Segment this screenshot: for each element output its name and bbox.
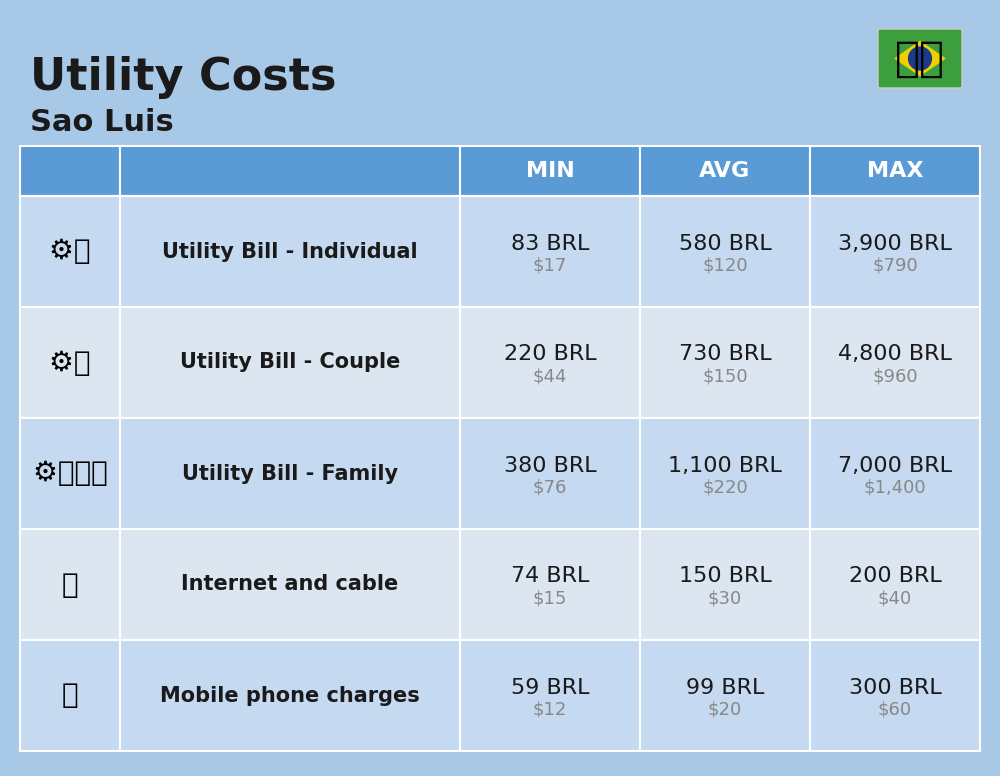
Text: 200 BRL: 200 BRL <box>849 566 941 587</box>
Text: 83 BRL: 83 BRL <box>511 234 589 254</box>
Bar <box>640 529 810 640</box>
Text: 📶: 📶 <box>62 570 78 598</box>
Text: $120: $120 <box>702 257 748 275</box>
FancyBboxPatch shape <box>878 29 962 88</box>
Bar <box>120 640 460 751</box>
Text: 4,800 BRL: 4,800 BRL <box>838 345 952 365</box>
Text: 3,900 BRL: 3,900 BRL <box>838 234 952 254</box>
Text: 380 BRL: 380 BRL <box>504 456 596 476</box>
Bar <box>460 146 640 196</box>
Bar <box>810 146 980 196</box>
Bar <box>640 418 810 529</box>
Text: MAX: MAX <box>867 161 923 181</box>
Text: 59 BRL: 59 BRL <box>511 677 589 698</box>
Bar <box>120 418 460 529</box>
Text: Internet and cable: Internet and cable <box>181 574 399 594</box>
Text: $12: $12 <box>533 701 567 719</box>
Bar <box>810 418 980 529</box>
Text: 1,100 BRL: 1,100 BRL <box>668 456 782 476</box>
Bar <box>20 307 120 418</box>
Text: Utility Bill - Individual: Utility Bill - Individual <box>162 241 418 262</box>
Text: 99 BRL: 99 BRL <box>686 677 764 698</box>
Text: $790: $790 <box>872 257 918 275</box>
Text: 730 BRL: 730 BRL <box>679 345 771 365</box>
Bar <box>120 307 460 418</box>
Text: 🇧🇷: 🇧🇷 <box>895 37 945 79</box>
Bar <box>20 196 120 307</box>
Text: $17: $17 <box>533 257 567 275</box>
Text: ⚙️👫: ⚙️👫 <box>49 348 91 376</box>
Bar <box>640 640 810 751</box>
Text: $960: $960 <box>872 368 918 386</box>
Text: $220: $220 <box>702 479 748 497</box>
Bar <box>810 529 980 640</box>
Bar <box>460 640 640 751</box>
Bar <box>460 529 640 640</box>
Bar <box>460 307 640 418</box>
Text: $1,400: $1,400 <box>864 479 926 497</box>
Bar <box>120 146 460 196</box>
Text: Utility Bill - Couple: Utility Bill - Couple <box>180 352 400 372</box>
Bar <box>810 307 980 418</box>
Bar <box>20 529 120 640</box>
Text: ⚙️👨‍👩‍👧: ⚙️👨‍👩‍👧 <box>33 459 107 487</box>
Circle shape <box>909 47 931 70</box>
Text: Mobile phone charges: Mobile phone charges <box>160 685 420 705</box>
Text: MIN: MIN <box>526 161 574 181</box>
Bar <box>640 307 810 418</box>
Bar <box>20 146 120 196</box>
Text: $150: $150 <box>702 368 748 386</box>
Text: 📱: 📱 <box>62 681 78 709</box>
Bar <box>460 418 640 529</box>
Text: AVG: AVG <box>699 161 751 181</box>
Text: $44: $44 <box>533 368 567 386</box>
Text: $76: $76 <box>533 479 567 497</box>
Bar <box>810 640 980 751</box>
Text: Sao Luis: Sao Luis <box>30 108 174 137</box>
Bar <box>640 196 810 307</box>
Text: $20: $20 <box>708 701 742 719</box>
Text: 150 BRL: 150 BRL <box>679 566 771 587</box>
Bar <box>20 640 120 751</box>
Bar <box>810 196 980 307</box>
Text: $15: $15 <box>533 590 567 608</box>
Text: 7,000 BRL: 7,000 BRL <box>838 456 952 476</box>
Bar <box>640 146 810 196</box>
Bar <box>460 196 640 307</box>
Polygon shape <box>894 40 946 76</box>
Bar <box>120 196 460 307</box>
Bar <box>120 529 460 640</box>
Text: ⚙️👤: ⚙️👤 <box>49 237 91 265</box>
Text: $60: $60 <box>878 701 912 719</box>
Text: 580 BRL: 580 BRL <box>679 234 771 254</box>
Text: 74 BRL: 74 BRL <box>511 566 589 587</box>
Text: Utility Bill - Family: Utility Bill - Family <box>182 463 398 483</box>
Bar <box>20 418 120 529</box>
Text: 220 BRL: 220 BRL <box>504 345 596 365</box>
Text: 300 BRL: 300 BRL <box>849 677 941 698</box>
Text: Utility Costs: Utility Costs <box>30 56 336 99</box>
Text: $40: $40 <box>878 590 912 608</box>
Text: $30: $30 <box>708 590 742 608</box>
